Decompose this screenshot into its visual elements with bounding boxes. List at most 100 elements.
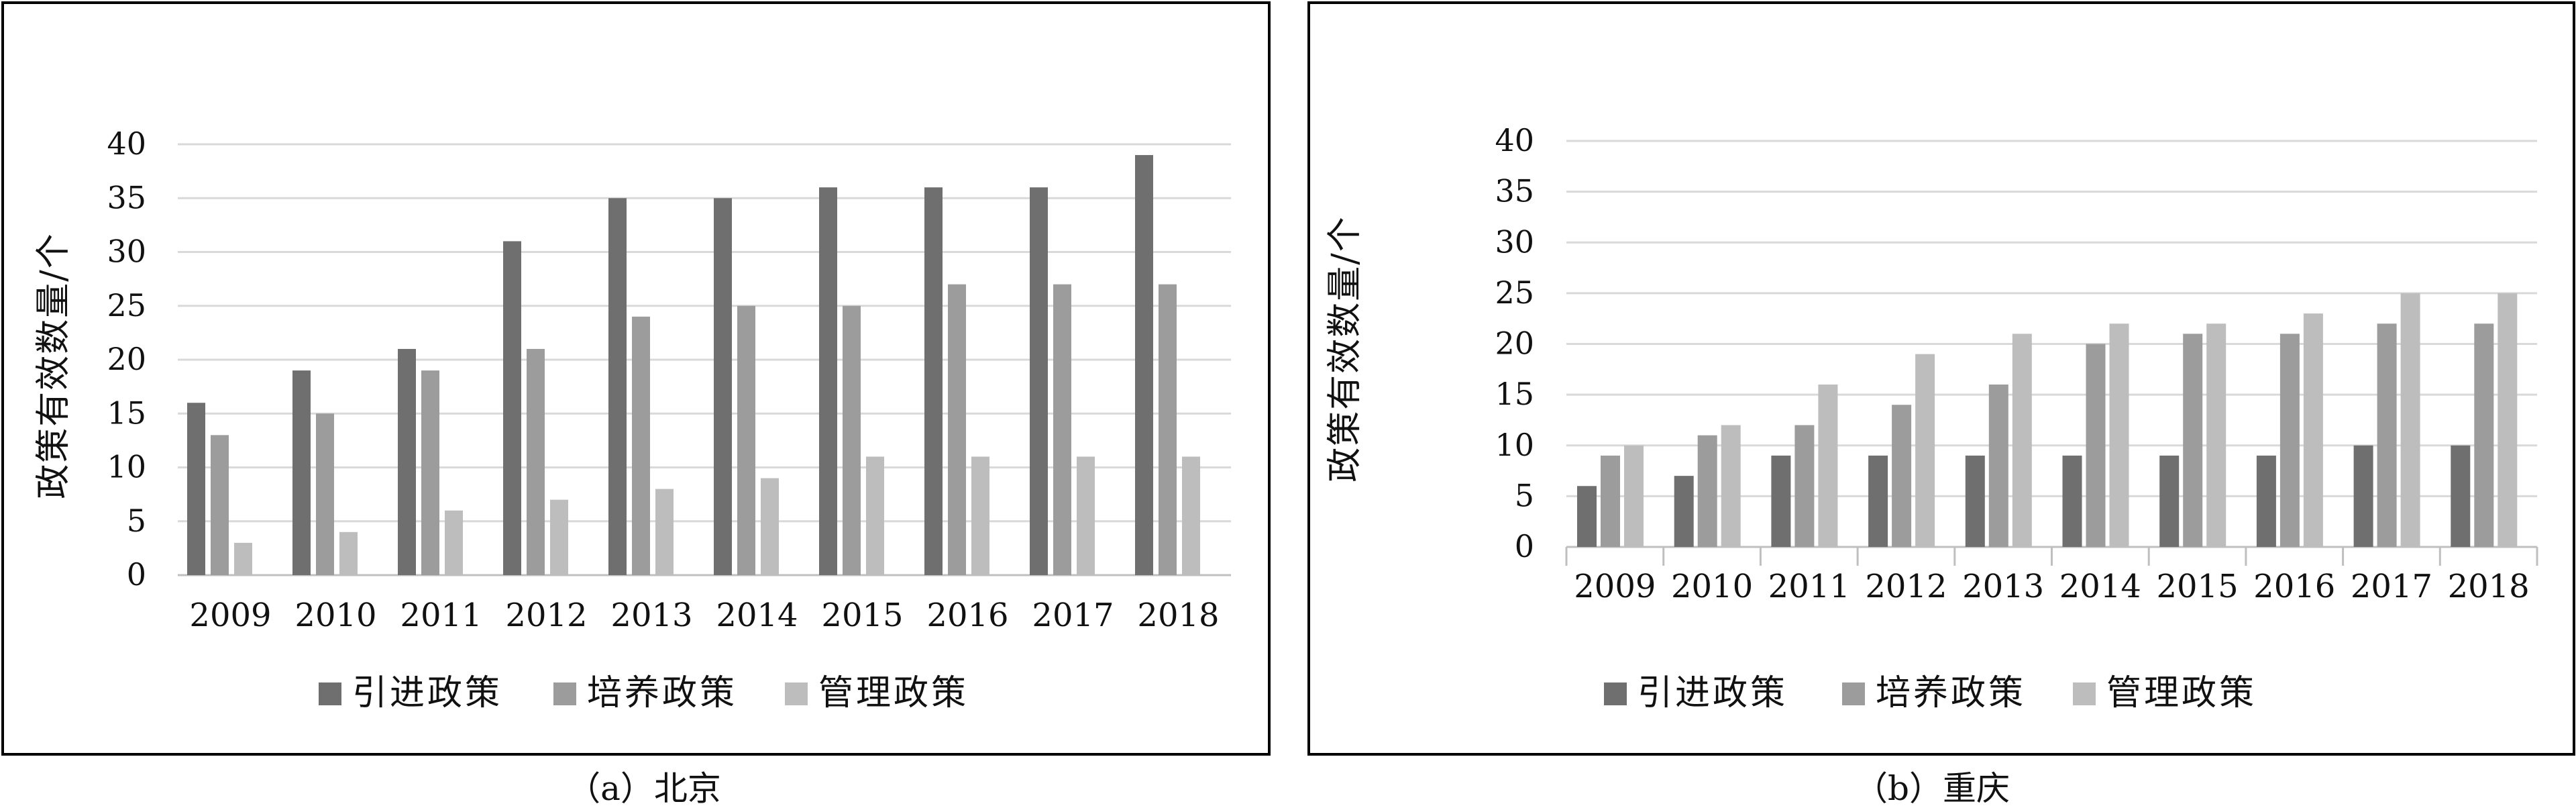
x-tick-label: 2013: [1962, 568, 2044, 605]
bar-beijing-管理政策-2017: [1077, 456, 1095, 575]
y-tick-label: 10: [1495, 427, 1534, 463]
bar-beijing-培养政策-2018: [1159, 284, 1177, 575]
bar-beijing-引进政策-2012: [503, 241, 521, 575]
x-tick-label: 2017: [2351, 568, 2432, 605]
chart-chongqing: 0 5 10 15 20 25 30 35 40 2009 2010 2011 2012 2013 2014…: [1307, 1, 2575, 756]
x-tick-label: 2017: [1032, 597, 1114, 634]
x-tick-label: 2012: [1865, 568, 1947, 605]
bar-chongqing-培养政策-2016: [2279, 334, 2300, 547]
bar-beijing-引进政策-2009: [187, 403, 205, 575]
bar-chongqing-管理政策-2018: [2498, 293, 2518, 547]
y-tick-label: 20: [107, 341, 146, 377]
bar-beijing-引进政策-2018: [1135, 155, 1153, 576]
legend-swatch-培养政策: [553, 682, 576, 705]
x-tick-label: 2011: [400, 597, 482, 634]
x-tick-label: 2016: [926, 597, 1008, 634]
bar-chongqing-培养政策-2013: [1988, 385, 2008, 547]
bar-chongqing-引进政策-2009: [1577, 486, 1597, 547]
x-tick-label: 2013: [610, 597, 692, 634]
bar-chongqing-引进政策-2017: [2353, 445, 2373, 547]
bar-chongqing-培养政策-2011: [1794, 425, 1815, 547]
bar-beijing-培养政策-2016: [948, 284, 966, 575]
bar-beijing-引进政策-2011: [398, 348, 416, 575]
y-tick-label: 0: [127, 556, 146, 593]
y-tick-label: 10: [107, 449, 146, 485]
y-tick-label: 20: [1495, 325, 1534, 362]
bar-chongqing-管理政策-2016: [2303, 313, 2323, 547]
chart-panel-beijing: 0 5 10 15 20 25 30 35 40 2009 2010 2011 2012 2013 2014…: [0, 0, 1288, 808]
x-tick-label: 2009: [189, 597, 271, 634]
bar-chongqing-管理政策-2013: [2012, 334, 2032, 547]
x-tick-label: 2012: [505, 597, 587, 634]
legend-swatch-管理政策: [2073, 682, 2096, 705]
bar-beijing-管理政策-2016: [971, 456, 989, 575]
bar-beijing-管理政策-2014: [761, 478, 779, 575]
bar-chongqing-管理政策-2014: [2109, 323, 2129, 547]
legend-label-管理政策: 管理政策: [2106, 673, 2257, 713]
x-tick-label: 2011: [1768, 568, 1850, 605]
bar-beijing-培养政策-2012: [527, 348, 545, 575]
bar-chongqing-引进政策-2016: [2256, 455, 2276, 547]
bar-chongqing-管理政策-2009: [1624, 445, 1644, 547]
y-tick-label: 5: [127, 503, 146, 539]
x-tick-label: 2018: [2448, 568, 2530, 605]
y-tick-label: 25: [107, 287, 146, 323]
x-tick-label: 2010: [294, 597, 376, 634]
y-axis-label: 政策有效数量/个: [1325, 215, 1365, 483]
y-tick-label: 30: [1495, 223, 1534, 260]
bar-chongqing-引进政策-2010: [1674, 476, 1694, 547]
legend-label-引进政策: 引进政策: [1638, 673, 1788, 713]
bar-chongqing-引进政策-2011: [1771, 455, 1791, 547]
legend-swatch-引进政策: [1604, 682, 1627, 705]
bar-beijing-管理政策-2012: [550, 499, 568, 575]
bar-beijing-管理政策-2013: [655, 489, 674, 575]
legend-swatch-管理政策: [785, 682, 808, 705]
bar-chongqing-管理政策-2015: [2206, 323, 2226, 547]
bar-chongqing-引进政策-2015: [2159, 455, 2180, 547]
y-tick-label: 5: [1515, 477, 1534, 513]
bar-beijing-培养政策-2013: [632, 316, 650, 575]
bar-beijing-培养政策-2017: [1053, 284, 1071, 575]
x-tick-label: 2009: [1574, 568, 1656, 605]
y-tick-label: 30: [107, 234, 146, 270]
bar-chongqing-培养政策-2010: [1697, 435, 1717, 547]
bar-beijing-培养政策-2014: [737, 305, 755, 575]
y-tick-label: 15: [107, 395, 146, 431]
y-tick-label: 40: [107, 125, 146, 162]
y-tick-label: 0: [1515, 528, 1534, 564]
y-tick-label: 15: [1495, 376, 1534, 412]
x-tick-label: 2018: [1137, 597, 1219, 634]
bar-chongqing-培养政策-2012: [1892, 405, 1912, 547]
y-tick-label: 35: [107, 179, 146, 215]
bar-beijing-引进政策-2015: [819, 187, 837, 575]
bar-beijing-培养政策-2009: [211, 435, 229, 575]
caption-chongqing: （b）重庆: [1854, 769, 2010, 808]
bar-chongqing-培养政策-2014: [2086, 344, 2106, 547]
x-tick-label: 2015: [2156, 568, 2238, 605]
x-tick-label: 2014: [2059, 568, 2141, 605]
bar-chongqing-培养政策-2009: [1601, 455, 1620, 547]
bar-beijing-管理政策-2010: [339, 531, 358, 575]
bar-beijing-培养政策-2011: [421, 370, 439, 575]
bar-chongqing-引进政策-2018: [2451, 445, 2471, 547]
bar-beijing-引进政策-2017: [1030, 187, 1048, 575]
y-axis-label: 政策有效数量/个: [34, 232, 74, 499]
chart-panel-chongqing: 0 5 10 15 20 25 30 35 40 2009 2010 2011 2012 2013 2014…: [1288, 0, 2576, 808]
bar-beijing-管理政策-2011: [445, 510, 463, 575]
x-tick-label: 2014: [716, 597, 798, 634]
bar-chongqing-培养政策-2018: [2474, 323, 2494, 547]
bar-beijing-管理政策-2018: [1182, 456, 1200, 575]
legend-label-管理政策: 管理政策: [818, 673, 969, 713]
x-tick-label: 2016: [2253, 568, 2335, 605]
chart-frame: [1307, 1, 2575, 756]
bar-beijing-培养政策-2015: [843, 305, 861, 575]
bar-beijing-引进政策-2013: [608, 198, 627, 575]
x-tick-label: 2010: [1671, 568, 1753, 605]
bar-chongqing-管理政策-2017: [2400, 293, 2420, 547]
bar-chongqing-培养政策-2015: [2183, 334, 2203, 547]
bar-beijing-引进政策-2016: [924, 187, 943, 575]
legend-swatch-引进政策: [319, 682, 341, 705]
bar-chongqing-管理政策-2010: [1721, 425, 1741, 547]
bar-beijing-管理政策-2009: [234, 542, 252, 575]
bar-beijing-管理政策-2015: [866, 456, 884, 575]
